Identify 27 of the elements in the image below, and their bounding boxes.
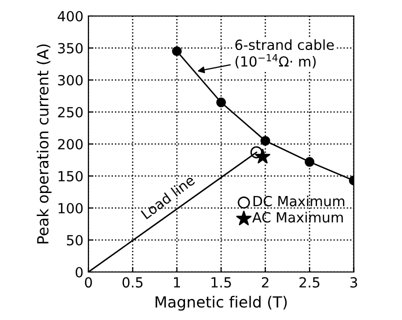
point — [304, 157, 314, 167]
point — [260, 136, 270, 146]
legend-label: AC Maximum — [252, 212, 343, 223]
x-tick-label: 1.5 — [212, 277, 231, 288]
point — [255, 148, 270, 164]
y-tick-label: 100 — [58, 202, 83, 214]
y-tick-label: 50 — [66, 234, 83, 246]
y-tick-label: 400 — [58, 10, 83, 22]
y-tick-label: 250 — [58, 106, 83, 118]
x-tick-label: 0 — [84, 277, 92, 288]
y-tick-label: 300 — [58, 74, 83, 86]
x-tick-label: 1 — [174, 277, 180, 288]
y-tick-label: 0 — [76, 266, 83, 278]
x-axis-title: Magnetic field (T) — [156, 296, 287, 311]
point — [250, 146, 263, 158]
y-axis-title: Peak operation current (A) — [36, 44, 52, 244]
point — [216, 98, 226, 108]
x-tick-label: 2 — [262, 277, 268, 288]
x-tick-label: 3 — [350, 277, 358, 288]
y-tick-label: 200 — [58, 138, 83, 150]
x-tick-label: 2.5 — [300, 277, 320, 288]
annotation: 6-strand cable (10$^{−14}$Ω· m) — [235, 39, 334, 68]
y-tick-label: 150 — [58, 170, 83, 182]
point — [172, 46, 182, 56]
legend-label: DC Maximum — [254, 196, 344, 206]
y-tick-label: 350 — [58, 42, 83, 54]
x-tick-label: 0.5 — [122, 277, 142, 288]
